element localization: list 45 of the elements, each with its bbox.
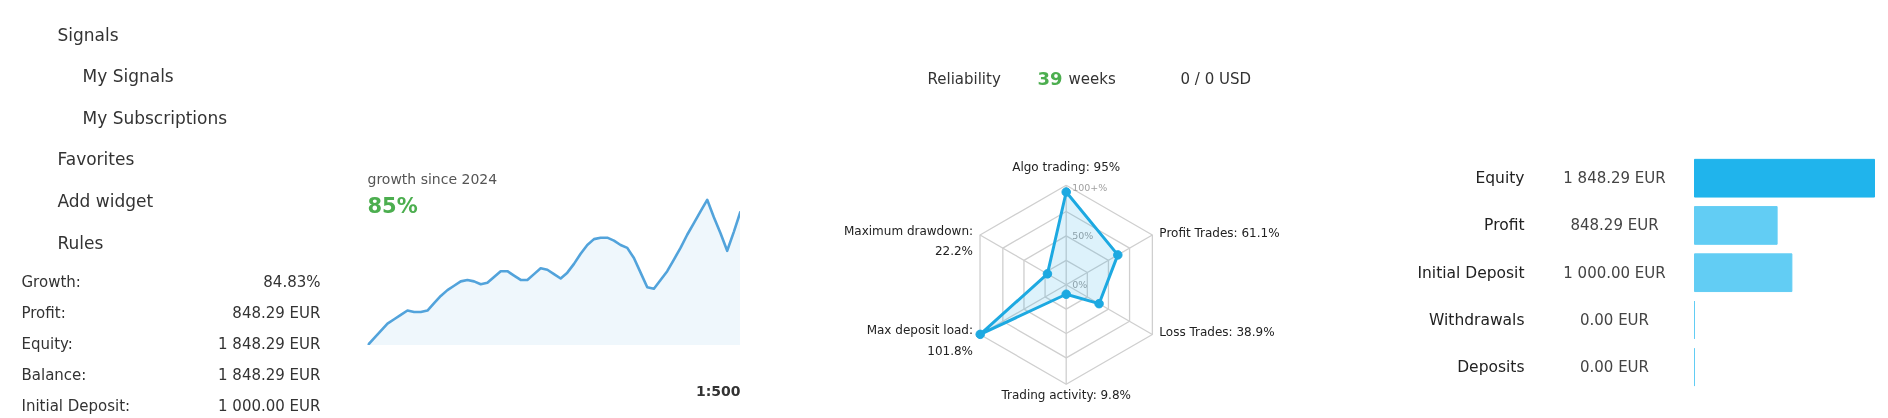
text: 84.83% <box>263 272 321 291</box>
text: 39 <box>1037 68 1063 89</box>
data-label: 1 848.29 EUR <box>1563 169 1666 188</box>
text: 0 / 0 USD <box>1180 69 1251 88</box>
text: weeks <box>1068 69 1116 88</box>
spoke-label: Loss Trades: 38.9% <box>1159 325 1275 340</box>
spoke-label: Algo trading: 95% <box>1012 160 1121 175</box>
text: Add widget <box>57 190 154 211</box>
text: Profit: <box>21 303 66 322</box>
text: Growth: <box>21 272 81 291</box>
chart-subtitle: 85% <box>367 193 418 218</box>
data-label: 0.00 EUR <box>1579 358 1650 377</box>
data-label: 848.29 EUR <box>1570 216 1659 235</box>
text: Balance: <box>21 365 87 384</box>
y-tick-label: 0% <box>1072 279 1088 291</box>
text: Favorites <box>57 149 135 170</box>
data-label: 1 000.00 EUR <box>1563 263 1666 282</box>
text: My Subscriptions <box>82 107 228 128</box>
y-tick-label: Withdrawals <box>1429 310 1525 329</box>
y-tick-label: 50% <box>1072 230 1094 242</box>
text: Equity: <box>21 334 73 353</box>
spoke-label: Maximum drawdown: 22.2% <box>843 223 974 259</box>
text: Initial Deposit: <box>21 396 131 415</box>
text: Reliability <box>927 69 1001 88</box>
text: Signals <box>57 24 119 45</box>
y-tick-label: Initial Deposit <box>1417 263 1525 282</box>
text: My Signals <box>82 66 174 87</box>
text: 1 848.29 EUR <box>218 334 321 353</box>
text: 1 000.00 EUR <box>218 396 321 415</box>
y-tick-label: Profit <box>1484 216 1525 235</box>
text: 1:500 <box>695 382 741 399</box>
bar <box>1694 253 1793 293</box>
bar <box>1694 206 1778 245</box>
text: 1 848.29 EUR <box>218 365 321 384</box>
y-tick-label: Deposits <box>1457 358 1525 377</box>
chart-title: growth since 2024 <box>367 170 498 187</box>
text: Rules <box>57 232 104 253</box>
y-tick-label: 100+% <box>1072 181 1108 193</box>
y-tick-label: Equity <box>1475 169 1525 188</box>
bar <box>1694 158 1875 198</box>
spoke-label: Max deposit load: 101.8% <box>866 323 974 358</box>
data-label: 0.00 EUR <box>1579 310 1650 329</box>
text: 848.29 EUR <box>232 303 321 322</box>
spoke-label: Profit Trades: 61.1% <box>1159 225 1280 240</box>
spoke-label: Trading activity: 9.8% <box>1000 388 1131 403</box>
